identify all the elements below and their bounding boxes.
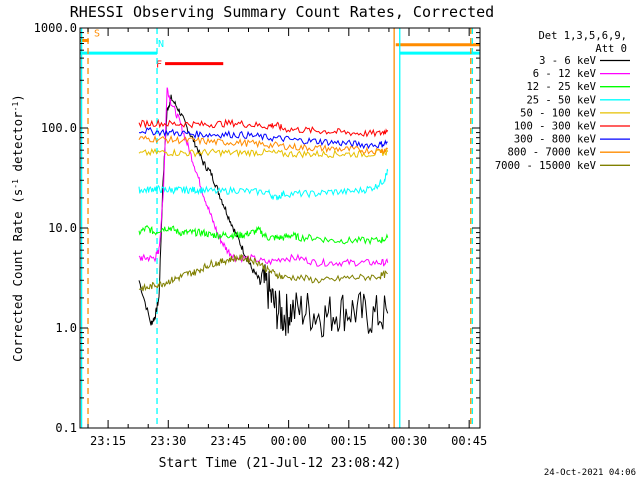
x-tick-label: 23:15	[90, 434, 126, 448]
legend-label-6-12-kev: 6 - 12 keV	[533, 68, 597, 80]
legend-label-800-7000-kev: 800 - 7000 keV	[507, 147, 596, 159]
flags-layer: S NF	[80, 28, 480, 71]
x-axis: 23:15 23:30 23:45 00:00 00:15 00:30 00:45	[87, 28, 487, 448]
flag-label-n: N	[158, 39, 164, 50]
y-axis: 0.1 1.0 10.0 100.0 1000.0	[34, 21, 480, 435]
y-tick-label: 0.1	[55, 421, 77, 435]
flag-label-s: S	[94, 28, 100, 39]
footer-date: 24-Oct-2021 04:06	[544, 468, 636, 478]
x-tick-label: 00:45	[451, 434, 487, 448]
y-tick-label: 100.0	[41, 121, 77, 135]
x-axis-label: Start Time (21-Jul-12 23:08:42)	[159, 456, 402, 471]
y-axis-label-mid: detector	[10, 111, 25, 179]
x-tick-label: 00:15	[331, 434, 367, 448]
y-axis-label-sup1: -1	[11, 179, 20, 189]
y-axis-label-main: Corrected Count Rate (s	[10, 189, 25, 362]
y-tick-label: 10.0	[48, 221, 77, 235]
series-line-300-800-kev	[138, 126, 388, 150]
series-layer	[138, 87, 389, 338]
legend-label-100-300-kev: 100 - 300 keV	[514, 121, 597, 133]
legend-label-12-25-kev: 12 - 25 keV	[526, 81, 596, 93]
legend-label-25-50-kev: 25 - 50 keV	[526, 94, 596, 106]
series-line-800-7000-kev	[138, 134, 389, 155]
y-tick-label: 1000.0	[34, 21, 77, 35]
legend-label-300-800-kev: 300 - 800 keV	[514, 134, 597, 146]
legend-label-50-100-kev: 50 - 100 keV	[520, 107, 597, 119]
legend-header: Det 1,3,5,6,9,	[538, 30, 627, 42]
series-line-25-50-kev	[138, 168, 389, 201]
x-tick-label: 00:30	[391, 434, 427, 448]
legend-label-7000-15000-kev: 7000 - 15000 keV	[495, 160, 597, 172]
legend-label-3-6-kev: 3 - 6 keV	[539, 55, 597, 67]
y-axis-label-sup2: -1	[11, 102, 20, 112]
x-tick-label: 23:30	[150, 434, 186, 448]
y-tick-label: 1.0	[55, 321, 77, 335]
series-line-50-100-kev	[138, 147, 389, 159]
series-line-100-300-kev	[138, 118, 389, 138]
x-tick-label: 00:00	[271, 434, 307, 448]
x-tick-label: 23:45	[210, 434, 246, 448]
series-line-7000-15000-kev	[138, 253, 388, 292]
y-axis-label: Corrected Count Rate (s-1 detector-1)	[10, 94, 25, 362]
vertical-lines-layer	[80, 28, 474, 428]
flag-label-f: F	[156, 60, 162, 71]
y-axis-label-end: )	[10, 94, 25, 102]
chart-title: RHESSI Observing Summary Count Rates, Co…	[70, 3, 494, 21]
series-line-12-25-kev	[138, 224, 389, 246]
legend-header: Att 0	[595, 43, 627, 55]
